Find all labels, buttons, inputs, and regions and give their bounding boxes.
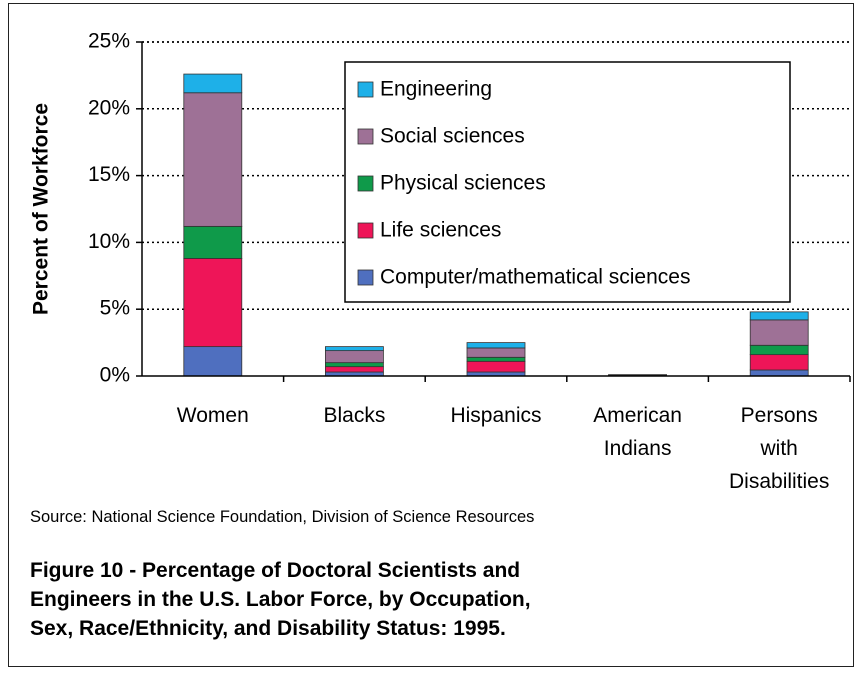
legend-swatch (357, 175, 374, 192)
bar-segment (183, 92, 243, 227)
bar-segment (466, 360, 526, 373)
x-tick-label: Blacks (323, 404, 385, 427)
x-tick-label: Persons with Disabilities (729, 404, 829, 493)
y-tick-label: 25% (88, 30, 130, 53)
bar-segment (749, 354, 809, 371)
y-tick-label: 20% (88, 96, 130, 119)
bar-segment (466, 356, 526, 362)
bar-segment (749, 319, 809, 346)
x-tick-label: Women (177, 404, 249, 427)
legend-label: Social sciences (380, 125, 525, 148)
bar-segment (324, 366, 384, 373)
x-tick-label: American Indians (593, 404, 682, 460)
y-tick-label: 0% (100, 364, 130, 387)
bar-segment (183, 258, 243, 348)
legend-swatch (357, 269, 374, 286)
legend-box (344, 61, 791, 303)
source-note: Source: National Science Foundation, Div… (30, 508, 535, 526)
figure-caption: Figure 10 - Percentage of Doctoral Scien… (30, 559, 531, 640)
bar-segment (183, 73, 243, 94)
bar-segment (324, 346, 384, 352)
legend-label: Life sciences (380, 219, 501, 242)
bar-segment (183, 225, 243, 259)
bar-segment (749, 311, 809, 321)
legend-swatch (357, 81, 374, 98)
chart: Percent of Workforce 0% 5% 10% 15% 20% 25% Wom… (30, 30, 851, 493)
bar-segment (749, 369, 809, 377)
bar-segment (183, 346, 243, 377)
frame (8, 3, 854, 667)
y-axis-label: Percent of Workforce (30, 103, 53, 315)
bar-segment (324, 362, 384, 368)
bar-segment (466, 347, 526, 358)
legend-label: Engineering (380, 78, 492, 101)
x-tick-label: Hispanics (450, 404, 541, 427)
legend-swatch (357, 128, 374, 145)
y-tick-label: 10% (88, 230, 130, 253)
y-tick-label: 15% (88, 163, 130, 186)
legend-swatch (357, 222, 374, 239)
legend-label: Computer/mathematical sciences (380, 266, 690, 289)
bar-segment (324, 350, 384, 364)
bar-segment (466, 342, 526, 349)
y-tick-label: 5% (100, 297, 130, 320)
bar-segment (749, 344, 809, 356)
legend-label: Physical sciences (380, 172, 546, 195)
